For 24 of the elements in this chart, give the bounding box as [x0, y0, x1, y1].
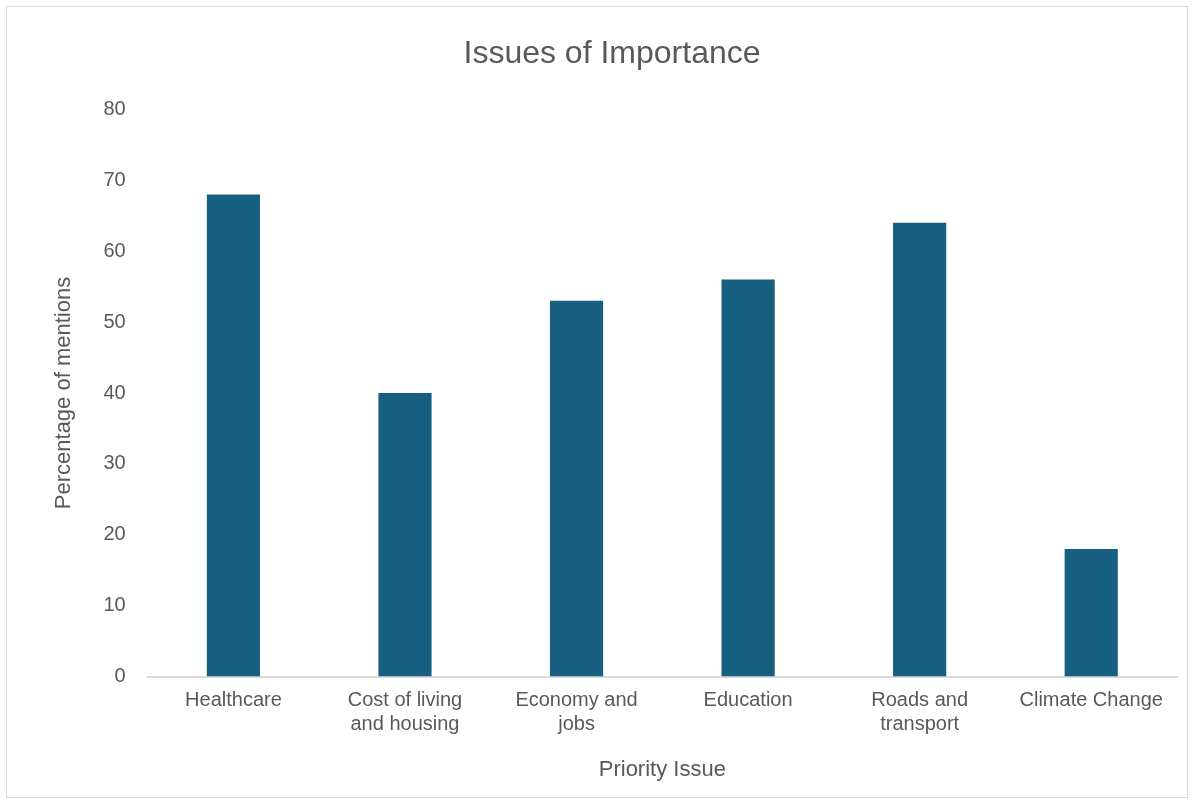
- x-tick-label: Roads and transport: [871, 688, 969, 735]
- bar: [206, 194, 261, 677]
- y-tick-label: 70: [103, 167, 126, 190]
- y-tick-label: 0: [114, 664, 126, 687]
- x-tick-label: Economy and jobs: [515, 688, 638, 735]
- x-tick-label: Education: [703, 688, 793, 711]
- bar: [721, 279, 775, 677]
- y-tick-label: 30: [103, 451, 126, 474]
- bar: [893, 222, 947, 677]
- y-tick-label: 50: [103, 309, 126, 332]
- bar: [1064, 548, 1118, 677]
- x-tick-label: Healthcare: [185, 688, 282, 711]
- y-tick-label: 20: [103, 522, 126, 545]
- bar: [549, 300, 604, 677]
- y-tick-label: 40: [103, 380, 126, 403]
- x-tick-label: Cost of living and housing: [347, 688, 463, 735]
- chart-title: Issues of Importance: [463, 34, 761, 71]
- bar: [378, 393, 432, 677]
- y-tick-label: 80: [103, 96, 126, 119]
- y-axis-title: Percentage of mentions: [50, 276, 76, 510]
- x-tick-label: Climate Change: [1019, 688, 1163, 711]
- y-tick-label: 60: [103, 238, 126, 261]
- x-axis-title: Priority Issue: [598, 755, 726, 781]
- y-tick-label: 10: [103, 593, 126, 616]
